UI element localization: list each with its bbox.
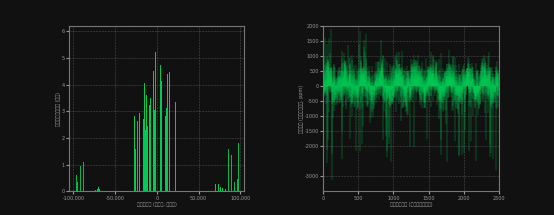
X-axis label: 輸出碼范圍 (編碼值, 十進制): 輸出碼范圍 (編碼值, 十進制) xyxy=(137,202,177,207)
X-axis label: 測量序列編號 (測試開始後時間): 測量序列編號 (測試開始後時間) xyxy=(389,202,432,207)
Y-axis label: 數字碼組合的頻率 (次數): 數字碼組合的頻率 (次數) xyxy=(55,92,60,126)
Y-axis label: 相對偏差 (相對于標稱值, ppm): 相對偏差 (相對于標稱值, ppm) xyxy=(299,84,304,133)
